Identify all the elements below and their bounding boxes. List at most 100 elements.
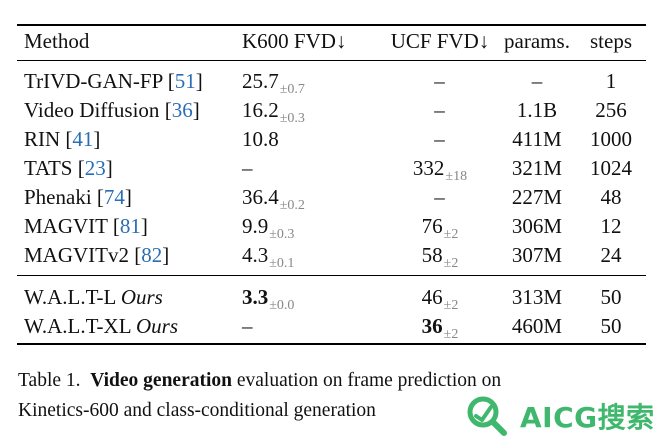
k600-fvd-cell: – (242, 154, 254, 191)
method-cell: TrIVD-GAN-FP [51] (24, 69, 203, 93)
method-cell: MAGVIT [81] (24, 214, 148, 238)
table-row: MAGVITv2 [82] 4.3±0.1 58±2 307M 24 (0, 241, 657, 271)
k600-fvd-cell-error: ±0.3 (269, 227, 295, 242)
ours-tag: Ours (136, 314, 179, 338)
steps-cell: 256 (595, 98, 627, 122)
header-ucf-fvd: UCF FVD↓ (390, 29, 490, 53)
table-bottom-rule (17, 343, 646, 345)
steps-cell: 50 (600, 285, 622, 309)
params-cell: 313M (511, 285, 563, 309)
citation-ref: 41 (72, 127, 94, 151)
k600-fvd-cell-error: ±0.3 (279, 111, 305, 126)
method-cell: RIN [41] (24, 127, 101, 151)
ucf-fvd-cell: 76±2 (422, 212, 459, 249)
ucf-fvd-cell-value: – (434, 127, 445, 151)
k600-fvd-cell: 3.3±0.0 (242, 283, 294, 320)
steps-cell: 50 (600, 314, 622, 338)
method-name: W.A.L.T-L (24, 285, 116, 309)
ucf-fvd-cell-error: ±2 (443, 327, 459, 342)
steps-cell: 48 (600, 185, 622, 209)
ucf-fvd-cell-error: ±2 (443, 227, 459, 242)
k600-fvd-cell: 16.2±0.3 (242, 96, 305, 133)
ucf-fvd-cell: 36±2 (422, 312, 459, 349)
table-row: TrIVD-GAN-FP [51] 25.7±0.7 – – 1 (0, 67, 657, 97)
params-cell: 307M (511, 243, 563, 267)
k600-fvd-cell-value: 9.9 (242, 214, 269, 238)
steps-cell: 12 (600, 214, 622, 238)
k600-fvd-cell-error: ±0.1 (269, 256, 295, 271)
params-cell: 227M (511, 185, 563, 209)
k600-fvd-cell: 25.7±0.7 (242, 67, 305, 104)
k600-fvd-cell: 4.3±0.1 (242, 241, 294, 278)
caption-bold: Video generation (90, 370, 232, 391)
citation-ref: 51 (174, 69, 196, 93)
citation-ref: 36 (171, 98, 193, 122)
ucf-fvd-cell-error: ±18 (445, 169, 468, 184)
ours-tag: Ours (120, 285, 163, 309)
k600-fvd-cell-error: ±0.2 (279, 198, 305, 213)
method-cell: W.A.L.T-XL Ours (24, 312, 178, 341)
ucf-fvd-cell: – (434, 125, 446, 162)
table-header-row: Method K600 FVD↓ UCF FVD↓ params. steps (0, 27, 657, 56)
k600-fvd-cell-value: 25.7 (242, 69, 279, 93)
header-params: params. (504, 29, 570, 53)
k600-fvd-cell: 10.8 (242, 125, 280, 162)
ucf-fvd-cell-value: – (434, 98, 445, 122)
watermark: AICG搜索 (462, 388, 657, 444)
ucf-fvd-cell: – (434, 183, 446, 220)
method-name: Video Diffusion (24, 98, 160, 122)
table-top-rule (17, 24, 646, 26)
method-cell: TATS [23] (24, 156, 113, 180)
ucf-fvd-cell-value: 46 (421, 285, 443, 309)
method-name: RIN (24, 127, 61, 151)
watermark-text: AICG搜索 (520, 401, 655, 434)
table-row: Phenaki [74] 36.4±0.2 – 227M 48 (0, 183, 657, 213)
caption-label: Table 1. (18, 370, 81, 391)
method-cell: W.A.L.T-L Ours (24, 283, 163, 312)
k600-fvd-cell: 9.9±0.3 (242, 212, 294, 249)
ucf-fvd-cell-error: ±2 (443, 298, 459, 313)
k600-fvd-cell-value: 16.2 (242, 98, 279, 122)
header-k600-fvd: K600 FVD↓ (242, 29, 347, 53)
params-cell: 306M (511, 214, 563, 238)
ucf-fvd-cell-value: – (434, 69, 445, 93)
magnifier-icon (467, 396, 507, 436)
table-row: TATS [23] – 332±18 321M 1024 (0, 154, 657, 184)
ucf-fvd-cell-error: ±2 (443, 256, 459, 271)
header-method: Method (24, 29, 90, 53)
table-row: RIN [41] 10.8 – 411M 1000 (0, 125, 657, 154)
k600-fvd-cell: – (242, 312, 254, 349)
table-row: Video Diffusion [36] 16.2±0.3 – 1.1B 256 (0, 96, 657, 126)
caption-rest: evaluation on frame prediction on (236, 370, 502, 391)
ucf-fvd-cell: 46±2 (422, 283, 459, 320)
citation-ref: 81 (119, 214, 141, 238)
steps-cell: 1 (605, 69, 617, 93)
params-cell: 1.1B (516, 98, 558, 122)
steps-cell: 1024 (590, 156, 632, 180)
table-group-rule (17, 275, 646, 276)
ucf-fvd-cell: – (434, 67, 446, 104)
k600-fvd-cell-value: 10.8 (242, 127, 279, 151)
ucf-fvd-cell: – (434, 96, 446, 133)
method-name: Phenaki (24, 185, 92, 209)
k600-fvd-cell: 36.4±0.2 (242, 183, 305, 220)
header-steps: steps (590, 29, 632, 53)
ucf-fvd-cell: 58±2 (422, 241, 459, 278)
ucf-fvd-cell: 332±18 (413, 154, 467, 191)
method-name: TrIVD-GAN-FP (24, 69, 163, 93)
k600-fvd-cell-value: 4.3 (242, 243, 269, 267)
citation-ref: 74 (103, 185, 125, 209)
method-cell: Phenaki [74] (24, 185, 132, 209)
k600-fvd-cell-value: 36.4 (242, 185, 279, 209)
ucf-fvd-cell-value: – (434, 185, 445, 209)
steps-cell: 1000 (590, 127, 632, 151)
ucf-fvd-cell-value: 332 (412, 156, 445, 180)
k600-fvd-cell-value: 3.3 (242, 285, 269, 309)
table-row-ours: W.A.L.T-XL Ours – 36±2 460M 50 (0, 312, 657, 342)
method-cell: Video Diffusion [36] (24, 98, 200, 122)
caption-line-2-text: Kinetics-600 and class-conditional gener… (18, 400, 376, 421)
k600-fvd-cell-error: ±0.0 (269, 298, 295, 313)
table-header-rule (17, 60, 646, 61)
method-cell: MAGVITv2 [82] (24, 243, 170, 267)
params-cell: 321M (511, 156, 563, 180)
